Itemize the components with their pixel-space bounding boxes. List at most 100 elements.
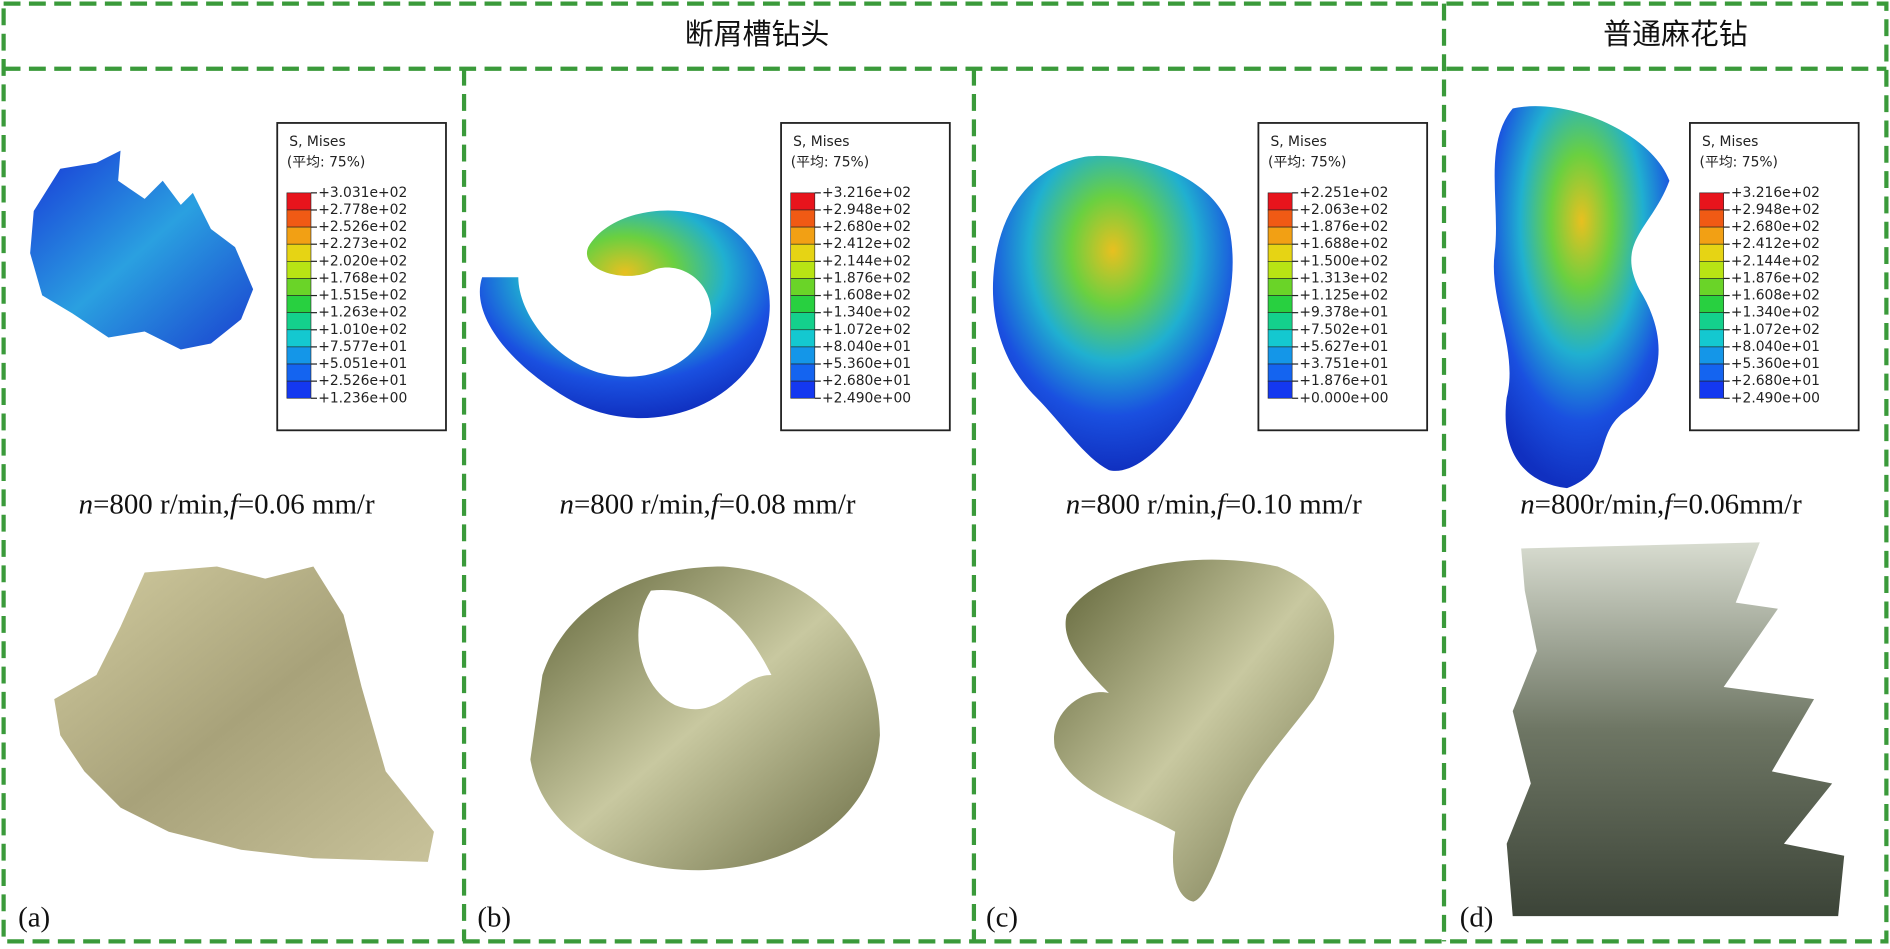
condition-part: =0.06 mm/r bbox=[238, 488, 375, 520]
legend-value: +2.680e+02 bbox=[822, 219, 911, 235]
legend-color-band bbox=[286, 380, 312, 399]
legend-value: +1.125e+02 bbox=[1299, 288, 1388, 304]
legend-color-band bbox=[1699, 312, 1724, 331]
legend-color-band bbox=[790, 278, 816, 296]
legend-color-band bbox=[1699, 278, 1724, 296]
condition-label: n=800 r/min,f=0.08 mm/r bbox=[560, 488, 856, 520]
legend-color-band bbox=[286, 192, 312, 211]
legend-value: +3.216e+02 bbox=[1731, 185, 1820, 201]
legend-value: +5.627e+01 bbox=[1299, 339, 1388, 355]
legend-value: +2.680e+01 bbox=[822, 373, 911, 389]
legend-color-band bbox=[286, 295, 312, 313]
legend-color-band bbox=[1267, 243, 1293, 262]
condition-part: =0.08 mm/r bbox=[719, 488, 856, 520]
legend-color-band bbox=[1267, 380, 1293, 399]
legend-value: +1.340e+02 bbox=[1731, 305, 1820, 321]
legend-color-band bbox=[790, 363, 816, 382]
legend-value: +2.680e+01 bbox=[1731, 373, 1820, 389]
condition-label: n=800r/min,f=0.06mm/r bbox=[1520, 488, 1802, 520]
condition-part: =0.06mm/r bbox=[1672, 488, 1802, 520]
legend-color-band bbox=[1267, 226, 1293, 245]
legend-value: +1.072e+02 bbox=[822, 322, 911, 338]
chip-simulation bbox=[479, 210, 770, 419]
legend-value: +1.010e+02 bbox=[318, 322, 407, 338]
legend-color-band bbox=[1267, 295, 1293, 313]
condition-part: =800 r/min, bbox=[1080, 488, 1217, 520]
legend-value: +2.680e+02 bbox=[1731, 219, 1820, 235]
legend-value: +1.876e+02 bbox=[822, 270, 911, 286]
legend-value: +1.608e+02 bbox=[822, 288, 911, 304]
legend-color-band bbox=[1699, 295, 1724, 313]
legend-color-band bbox=[790, 312, 816, 331]
legend-value: +2.251e+02 bbox=[1299, 185, 1388, 201]
legend-subtitle: (平均: 75%) bbox=[287, 155, 365, 171]
legend-color-band bbox=[790, 209, 816, 228]
legend-color-band bbox=[790, 226, 816, 245]
legend-value: +5.360e+01 bbox=[1731, 356, 1820, 372]
condition-part: =800 r/min, bbox=[574, 488, 711, 520]
legend-color-band bbox=[286, 261, 312, 279]
legend-color-band bbox=[790, 346, 816, 365]
legend-value: +2.778e+02 bbox=[318, 202, 407, 218]
panel-label: (b) bbox=[477, 901, 511, 933]
legend-color-band bbox=[1267, 346, 1293, 365]
legend-value: +2.412e+02 bbox=[822, 236, 911, 252]
legend-value: +7.502e+01 bbox=[1299, 322, 1388, 338]
legend-value: +2.273e+02 bbox=[318, 236, 407, 252]
legend-color-band bbox=[1267, 209, 1293, 228]
legend-value: +8.040e+01 bbox=[1731, 339, 1820, 355]
legend-value: +1.236e+00 bbox=[318, 390, 407, 406]
legend-color-band bbox=[1699, 346, 1724, 365]
legend-title: S, Mises bbox=[793, 134, 849, 150]
legend-value: +8.040e+01 bbox=[822, 339, 911, 355]
legend-value: +1.688e+02 bbox=[1299, 236, 1388, 252]
legend-value: +2.490e+00 bbox=[1731, 390, 1820, 406]
legend-color-band bbox=[790, 329, 816, 348]
legend-value: +1.768e+02 bbox=[318, 270, 407, 286]
legend-subtitle: (平均: 75%) bbox=[791, 155, 869, 171]
legend-color-band bbox=[1267, 312, 1293, 331]
chip-simulation bbox=[1493, 106, 1670, 489]
legend-color-band bbox=[790, 261, 816, 279]
legend-value: +1.608e+02 bbox=[1731, 288, 1820, 304]
legend-value: +1.876e+01 bbox=[1299, 373, 1388, 389]
legend-color-band bbox=[1699, 243, 1724, 262]
legend-value: +3.031e+02 bbox=[318, 185, 407, 201]
legend-value: +5.360e+01 bbox=[822, 356, 911, 372]
chip-photo bbox=[54, 566, 434, 862]
legend-value: +2.526e+01 bbox=[318, 373, 407, 389]
legend-color-band bbox=[1267, 329, 1293, 348]
legend-value: +1.515e+02 bbox=[318, 288, 407, 304]
legend-value: +2.948e+02 bbox=[822, 202, 911, 218]
condition-part: =800 r/min, bbox=[93, 488, 230, 520]
condition-part: f bbox=[230, 488, 242, 520]
legend-color-band bbox=[1699, 192, 1724, 211]
panel-label: (d) bbox=[1460, 901, 1494, 933]
drill-chip-photo bbox=[1506, 542, 1845, 917]
legend-value: +9.378e+01 bbox=[1299, 305, 1388, 321]
legend-color-band bbox=[286, 278, 312, 296]
condition-part: n bbox=[79, 488, 93, 520]
legend-value: +1.500e+02 bbox=[1299, 253, 1388, 269]
legend-value: +1.876e+02 bbox=[1299, 219, 1388, 235]
legend-value: +2.144e+02 bbox=[1731, 253, 1820, 269]
legend-title: S, Mises bbox=[289, 134, 345, 150]
legend-color-band bbox=[286, 312, 312, 331]
legend-color-band bbox=[1699, 226, 1724, 245]
legend-value: +7.577e+01 bbox=[318, 339, 407, 355]
legend-color-band bbox=[790, 295, 816, 313]
legend-color-band bbox=[790, 243, 816, 262]
panel-label: (c) bbox=[986, 901, 1018, 933]
condition-part: n bbox=[1066, 488, 1080, 520]
legend-value: +2.144e+02 bbox=[822, 253, 911, 269]
legend-color-band bbox=[1699, 209, 1724, 228]
legend-value: +1.340e+02 bbox=[822, 305, 911, 321]
chip-simulation bbox=[30, 150, 254, 350]
legend-color-band bbox=[286, 346, 312, 365]
condition-part: n bbox=[1520, 488, 1534, 520]
legend-value: +5.051e+01 bbox=[318, 356, 407, 372]
legend-color-band bbox=[286, 209, 312, 228]
